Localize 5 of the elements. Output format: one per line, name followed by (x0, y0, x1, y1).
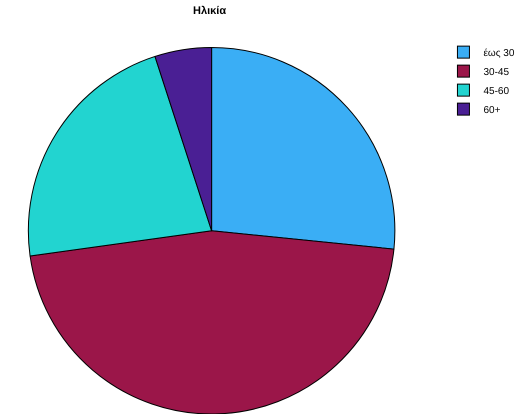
legend-label: 60+ (483, 105, 501, 116)
legend-label: 30-45 (483, 67, 510, 78)
legend-label: έως 30 (483, 48, 515, 60)
legend-label: 45-60 (483, 86, 510, 98)
chart-title: Ηλικία (193, 4, 226, 17)
